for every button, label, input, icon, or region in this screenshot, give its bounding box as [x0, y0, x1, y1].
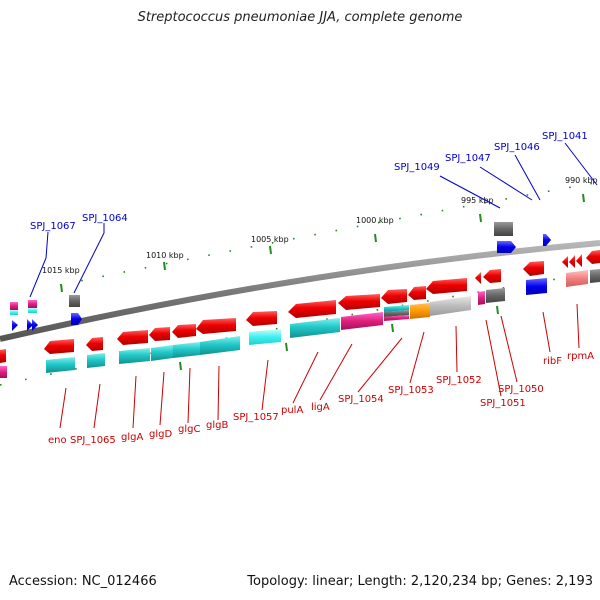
map-title: Streptococcus pneumoniae JJA, complete g… — [137, 10, 463, 25]
forward-leaders — [29, 142, 598, 298]
feature-spj1054-multi-2 — [384, 310, 409, 317]
scale-label-1010: 1010 kbp — [146, 251, 184, 260]
feature-spj1065-cyan — [87, 353, 105, 368]
gene-label-pula[interactable]: pulA — [281, 405, 303, 416]
feature-spj1054-multi-3 — [384, 315, 409, 321]
feature-glgc-red — [172, 324, 196, 338]
feature-ribf-red — [523, 261, 544, 276]
feature-edge-red — [586, 250, 600, 264]
feature-glgb-red — [196, 318, 236, 334]
feature-spj1052-silver — [430, 296, 471, 316]
gene-label-spj1052[interactable]: SPJ_1052 — [436, 375, 482, 386]
gene-label-spj1064[interactable]: SPJ_1064 — [82, 213, 128, 224]
gene-label-spj1050[interactable]: SPJ_1050 — [498, 384, 544, 395]
feature-liga-red — [338, 294, 380, 310]
outer-tick-arc — [59, 181, 600, 286]
feature-glgc-cyan — [173, 342, 200, 358]
gene-label-eno[interactable]: eno — [48, 435, 67, 446]
reverse-leaders — [59, 303, 580, 429]
scale-label-995: 995 kbp — [461, 196, 494, 205]
feature-blue-3 — [32, 319, 38, 331]
feature-rpma-red-1 — [562, 256, 568, 268]
feature-spj1046-blue — [543, 234, 551, 246]
gene-label-rpma[interactable]: rpmA — [567, 351, 594, 362]
feature-spj1049-gray — [494, 222, 513, 236]
forward-features — [10, 222, 551, 331]
feature-eno-cyan — [46, 357, 75, 373]
accession-text: Accession: NC_012466 — [9, 574, 157, 589]
genome-backbone — [0, 240, 600, 342]
gene-label-glga[interactable]: glgA — [121, 432, 143, 443]
gene-label-spj1067[interactable]: SPJ_1067 — [30, 221, 76, 232]
feature-eno-red — [44, 339, 74, 354]
feature-glgb-cyan — [200, 336, 240, 355]
gene-label-spj1054[interactable]: SPJ_1054 — [338, 394, 384, 405]
feature-spj1051-red — [475, 272, 481, 284]
feature-blue-1 — [12, 320, 18, 331]
feature-spj1054-multi-1 — [384, 305, 409, 312]
feature-spj1050-red — [483, 269, 501, 283]
gene-label-spj1051[interactable]: SPJ_1051 — [480, 398, 526, 409]
feature-spj1053-orange — [410, 303, 430, 319]
gene-label-spj1041[interactable]: SPJ_1041 — [542, 131, 588, 142]
feature-left-edge-red — [0, 349, 6, 363]
feature-spj1052-red — [426, 278, 467, 294]
reverse-features — [0, 250, 600, 378]
topology-text: Topology: linear; Length: 2,120,234 bp; … — [247, 574, 593, 589]
feature-edge-gray — [590, 269, 600, 283]
feature-spj1064-blue — [71, 313, 82, 325]
feature-glga-red — [117, 330, 148, 345]
feature-rpma-red-2 — [569, 255, 575, 268]
feature-spj1066-b — [28, 308, 37, 313]
gene-label-ribf[interactable]: ribF — [543, 356, 562, 367]
feature-spj1057-lcyan — [249, 329, 281, 345]
feature-rpma-salmon — [566, 270, 588, 287]
gene-label-glgb[interactable]: glgB — [206, 420, 228, 431]
feature-ribf-blue — [526, 278, 547, 295]
major-ticks — [60, 193, 585, 371]
feature-spj1051-magenta — [478, 291, 485, 305]
gene-label-spj1046[interactable]: SPJ_1046 — [494, 142, 540, 153]
gene-label-spj1065[interactable]: SPJ_1065 — [70, 435, 116, 446]
forward-label-group: SPJ_1067 SPJ_1064 SPJ_1049 SPJ_1047 SPJ_… — [30, 131, 588, 232]
gene-label-spj1049[interactable]: SPJ_1049 — [394, 162, 440, 173]
feature-rpma-red-3 — [576, 254, 582, 267]
feature-pula-red — [288, 300, 336, 318]
feature-spj1067-b — [10, 310, 18, 315]
feature-glgd-red — [149, 327, 170, 341]
feature-spj1057-red — [246, 311, 277, 326]
feature-spj1054-red — [381, 289, 407, 304]
scale-label-1000: 1000 kbp — [356, 216, 394, 225]
feature-spj1050-gray — [486, 288, 505, 303]
feature-spj1064-gray — [69, 295, 80, 307]
feature-glgd-cyan — [151, 345, 173, 361]
feature-spj1053-red — [408, 286, 426, 300]
gene-label-glgc[interactable]: glgC — [178, 424, 200, 435]
feature-spj1067-a — [10, 302, 18, 310]
feature-spj1066-a — [28, 300, 37, 308]
scale-label-1005: 1005 kbp — [251, 235, 289, 244]
scale-label-1015: 1015 kbp — [42, 266, 80, 275]
feature-left-edge-magenta — [0, 366, 7, 378]
feature-glga-cyan — [119, 348, 150, 364]
feature-spj1049-blue — [497, 241, 516, 253]
feature-blue-2 — [27, 319, 33, 331]
gene-label-spj1047[interactable]: SPJ_1047 — [445, 153, 491, 164]
feature-liga-magenta — [341, 312, 383, 330]
feature-spj1065-red — [86, 337, 103, 351]
reverse-label-group: eno SPJ_1065 glgA glgD glgC glgB SPJ_105… — [48, 351, 594, 446]
gene-label-liga[interactable]: ligA — [311, 402, 330, 413]
gene-label-spj1053[interactable]: SPJ_1053 — [388, 385, 434, 396]
gene-label-glgd[interactable]: glgD — [149, 429, 172, 440]
scale-label-990: 990 kbp — [565, 176, 598, 185]
feature-pula-cyan — [290, 318, 340, 338]
gene-label-spj1057[interactable]: SPJ_1057 — [233, 412, 279, 423]
